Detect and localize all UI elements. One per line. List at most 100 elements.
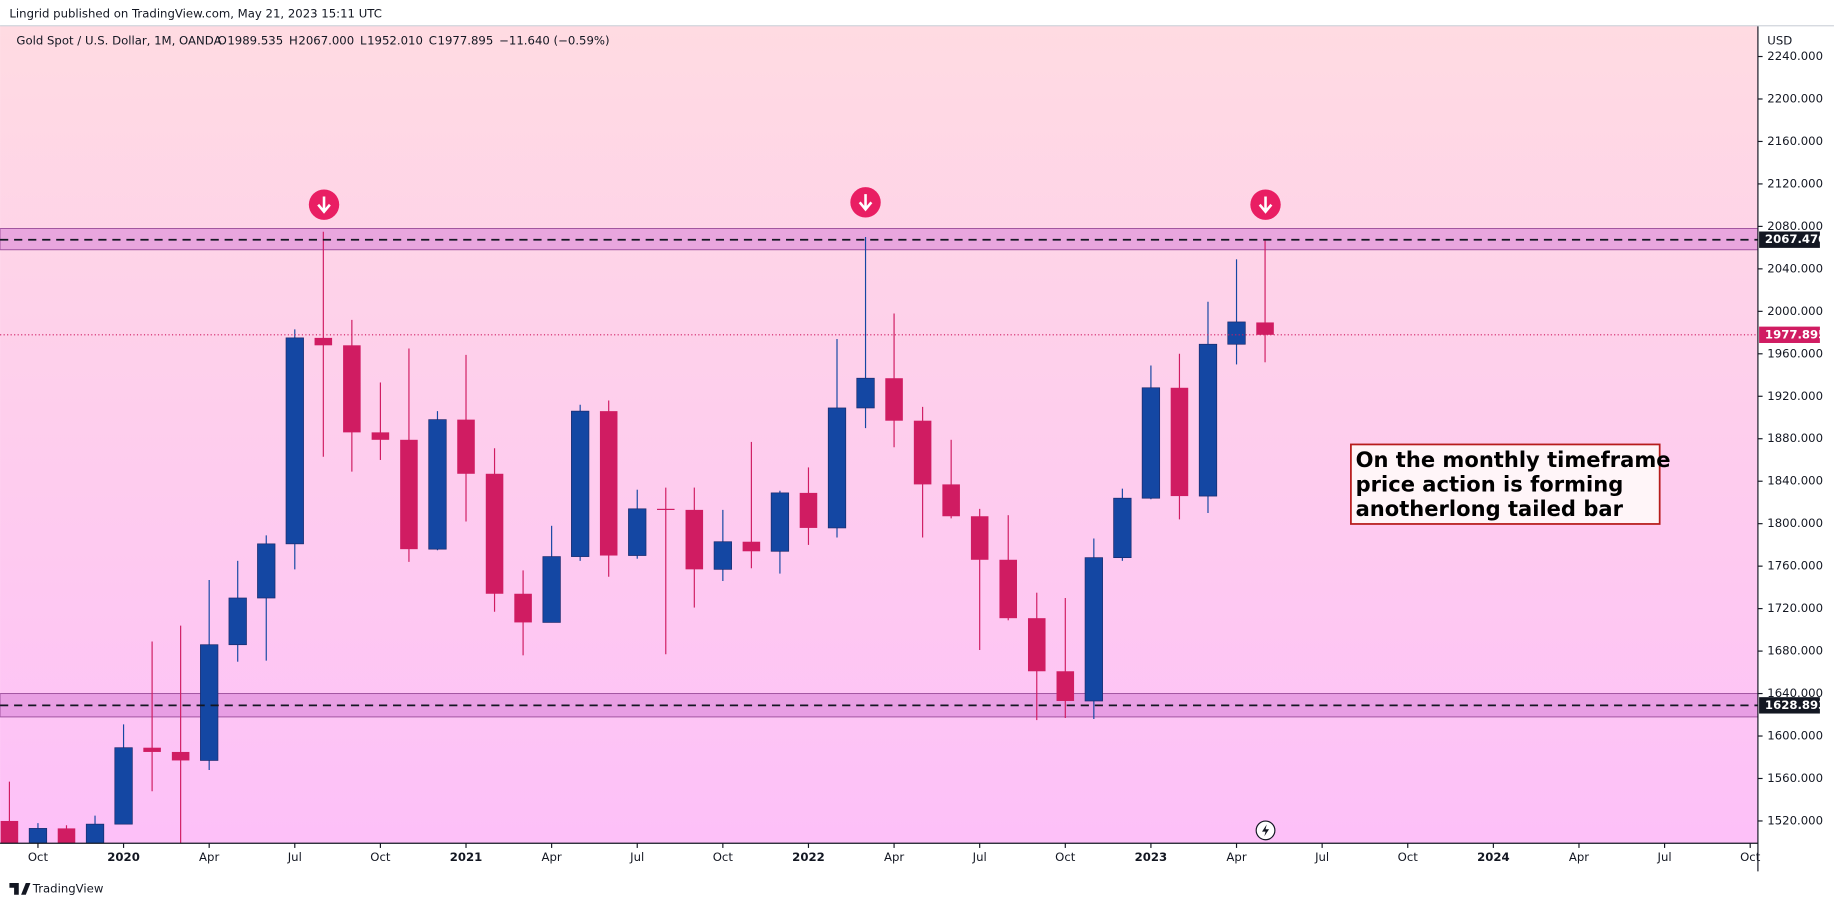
price-tag: [1759, 231, 1820, 248]
legend-value: 1952.010: [367, 33, 423, 47]
zone: [0, 228, 1758, 251]
x-tick-label: Oct: [1740, 850, 1761, 864]
y-tick-label: 1760.000: [1767, 559, 1823, 573]
legend-key: C: [429, 33, 437, 47]
y-tick-label: 1520.000: [1767, 813, 1823, 827]
candle-body: [1141, 387, 1161, 499]
x-tick-label: Apr: [542, 850, 562, 864]
x-tick-label: Jul: [972, 850, 987, 864]
candle-body: [400, 439, 418, 550]
candle-body: [1056, 671, 1075, 701]
overlay: 2067.470 1628.893 1977.895: [0, 231, 1826, 714]
candle-body: [1027, 618, 1046, 672]
x-tick-label: 2021: [450, 850, 483, 864]
candle-body: [742, 541, 761, 552]
y-tick-label: 1800.000: [1767, 516, 1823, 530]
candle-body: [57, 828, 76, 844]
candle-body: [856, 377, 875, 409]
legend-value: 2067.000: [298, 33, 354, 47]
zones: [0, 228, 1758, 718]
candle-body: [885, 378, 903, 421]
candle-body: [485, 473, 504, 594]
x-tick-label: 2023: [1135, 850, 1168, 864]
candle-body: [713, 541, 732, 570]
x-tick-label: Jul: [629, 850, 644, 864]
currency-label: USD: [1767, 33, 1792, 47]
y-tick-label: 2120.000: [1767, 176, 1823, 190]
arrow-icon: [850, 187, 881, 218]
candle-body: [542, 556, 561, 623]
tradingview-logo: [9, 883, 31, 895]
y-tick-label: 2240.000: [1767, 49, 1823, 63]
candle-body: [257, 543, 276, 599]
candle-body: [1198, 343, 1218, 497]
candle-body: [827, 407, 847, 529]
x-tick-label: 2020: [107, 850, 140, 864]
x-tick-label: Oct: [370, 850, 391, 864]
candle-body: [343, 345, 361, 433]
y-tick-label: 1640.000: [1767, 686, 1823, 700]
y-tick-label: 1880.000: [1767, 431, 1823, 445]
candle-body: [1113, 497, 1132, 559]
candle-body: [770, 492, 790, 552]
candle-body: [685, 509, 704, 570]
legend-key: H: [289, 33, 298, 47]
x-tick-label: Apr: [1569, 850, 1589, 864]
candle-body: [657, 508, 675, 510]
x-tick-label: Jul: [1657, 850, 1672, 864]
y-tick-label: 1840.000: [1767, 474, 1823, 488]
arrow-icon: [308, 189, 340, 220]
candle-body: [228, 597, 247, 646]
candle-body: [514, 593, 532, 623]
candle-body: [913, 420, 932, 485]
annotation-box: [1350, 443, 1661, 525]
ohlc-legend: O 1989.535 H 2067.000 L 1952.010 C 1977.895 −11.…: [218, 33, 610, 47]
arrow-icon: [1250, 189, 1281, 220]
candle-body: [1256, 322, 1274, 335]
x-tick-label: Apr: [884, 850, 904, 864]
candle-body: [428, 419, 447, 550]
legend-value: 1989.535: [227, 33, 283, 47]
legend-key: O: [218, 33, 227, 47]
x-tick-label: Apr: [199, 850, 219, 864]
x-tick-label: Oct: [713, 850, 734, 864]
y-tick-label: 2000.000: [1767, 304, 1823, 318]
candle-body: [200, 644, 219, 761]
candle-body: [285, 337, 304, 545]
candle-body: [85, 823, 105, 844]
candle-body: [28, 828, 48, 844]
x-tick-label: 2024: [1477, 850, 1510, 864]
y-tick-label: 2200.000: [1767, 91, 1823, 105]
y-tick-label: 2040.000: [1767, 261, 1823, 275]
candle-body: [942, 484, 960, 517]
candle-body: [970, 516, 989, 560]
legend-key: L: [360, 33, 367, 47]
x-tick-label: 2022: [792, 850, 825, 864]
candle-body: [114, 747, 133, 825]
candle-body: [314, 337, 333, 346]
candle-body: [0, 820, 19, 844]
candle-body: [999, 559, 1017, 619]
x-tick-label: Apr: [1226, 850, 1246, 864]
footer-brand: TradingView: [32, 881, 104, 895]
lightning-icon: [1255, 820, 1276, 841]
x-tick-label: Jul: [287, 850, 302, 864]
x-tick-label: Jul: [1314, 850, 1329, 864]
candle-body: [171, 751, 190, 761]
y-tick-label: 1680.000: [1767, 644, 1823, 658]
candle-body: [371, 432, 390, 440]
legend-change: −11.640 (−0.59%): [499, 33, 609, 47]
candle-body: [1227, 321, 1246, 345]
price-tag: [1759, 697, 1820, 714]
y-tick-label: 1920.000: [1767, 389, 1823, 403]
candle-body: [143, 747, 161, 752]
candle-body: [799, 492, 818, 528]
price-tag-label: 1628.893: [1765, 698, 1826, 712]
plot-background: [0, 25, 1758, 844]
y-tick-label: 1600.000: [1767, 729, 1823, 743]
price-tag-label: 2067.470: [1765, 232, 1826, 246]
y-tick-label: 2160.000: [1767, 134, 1823, 148]
